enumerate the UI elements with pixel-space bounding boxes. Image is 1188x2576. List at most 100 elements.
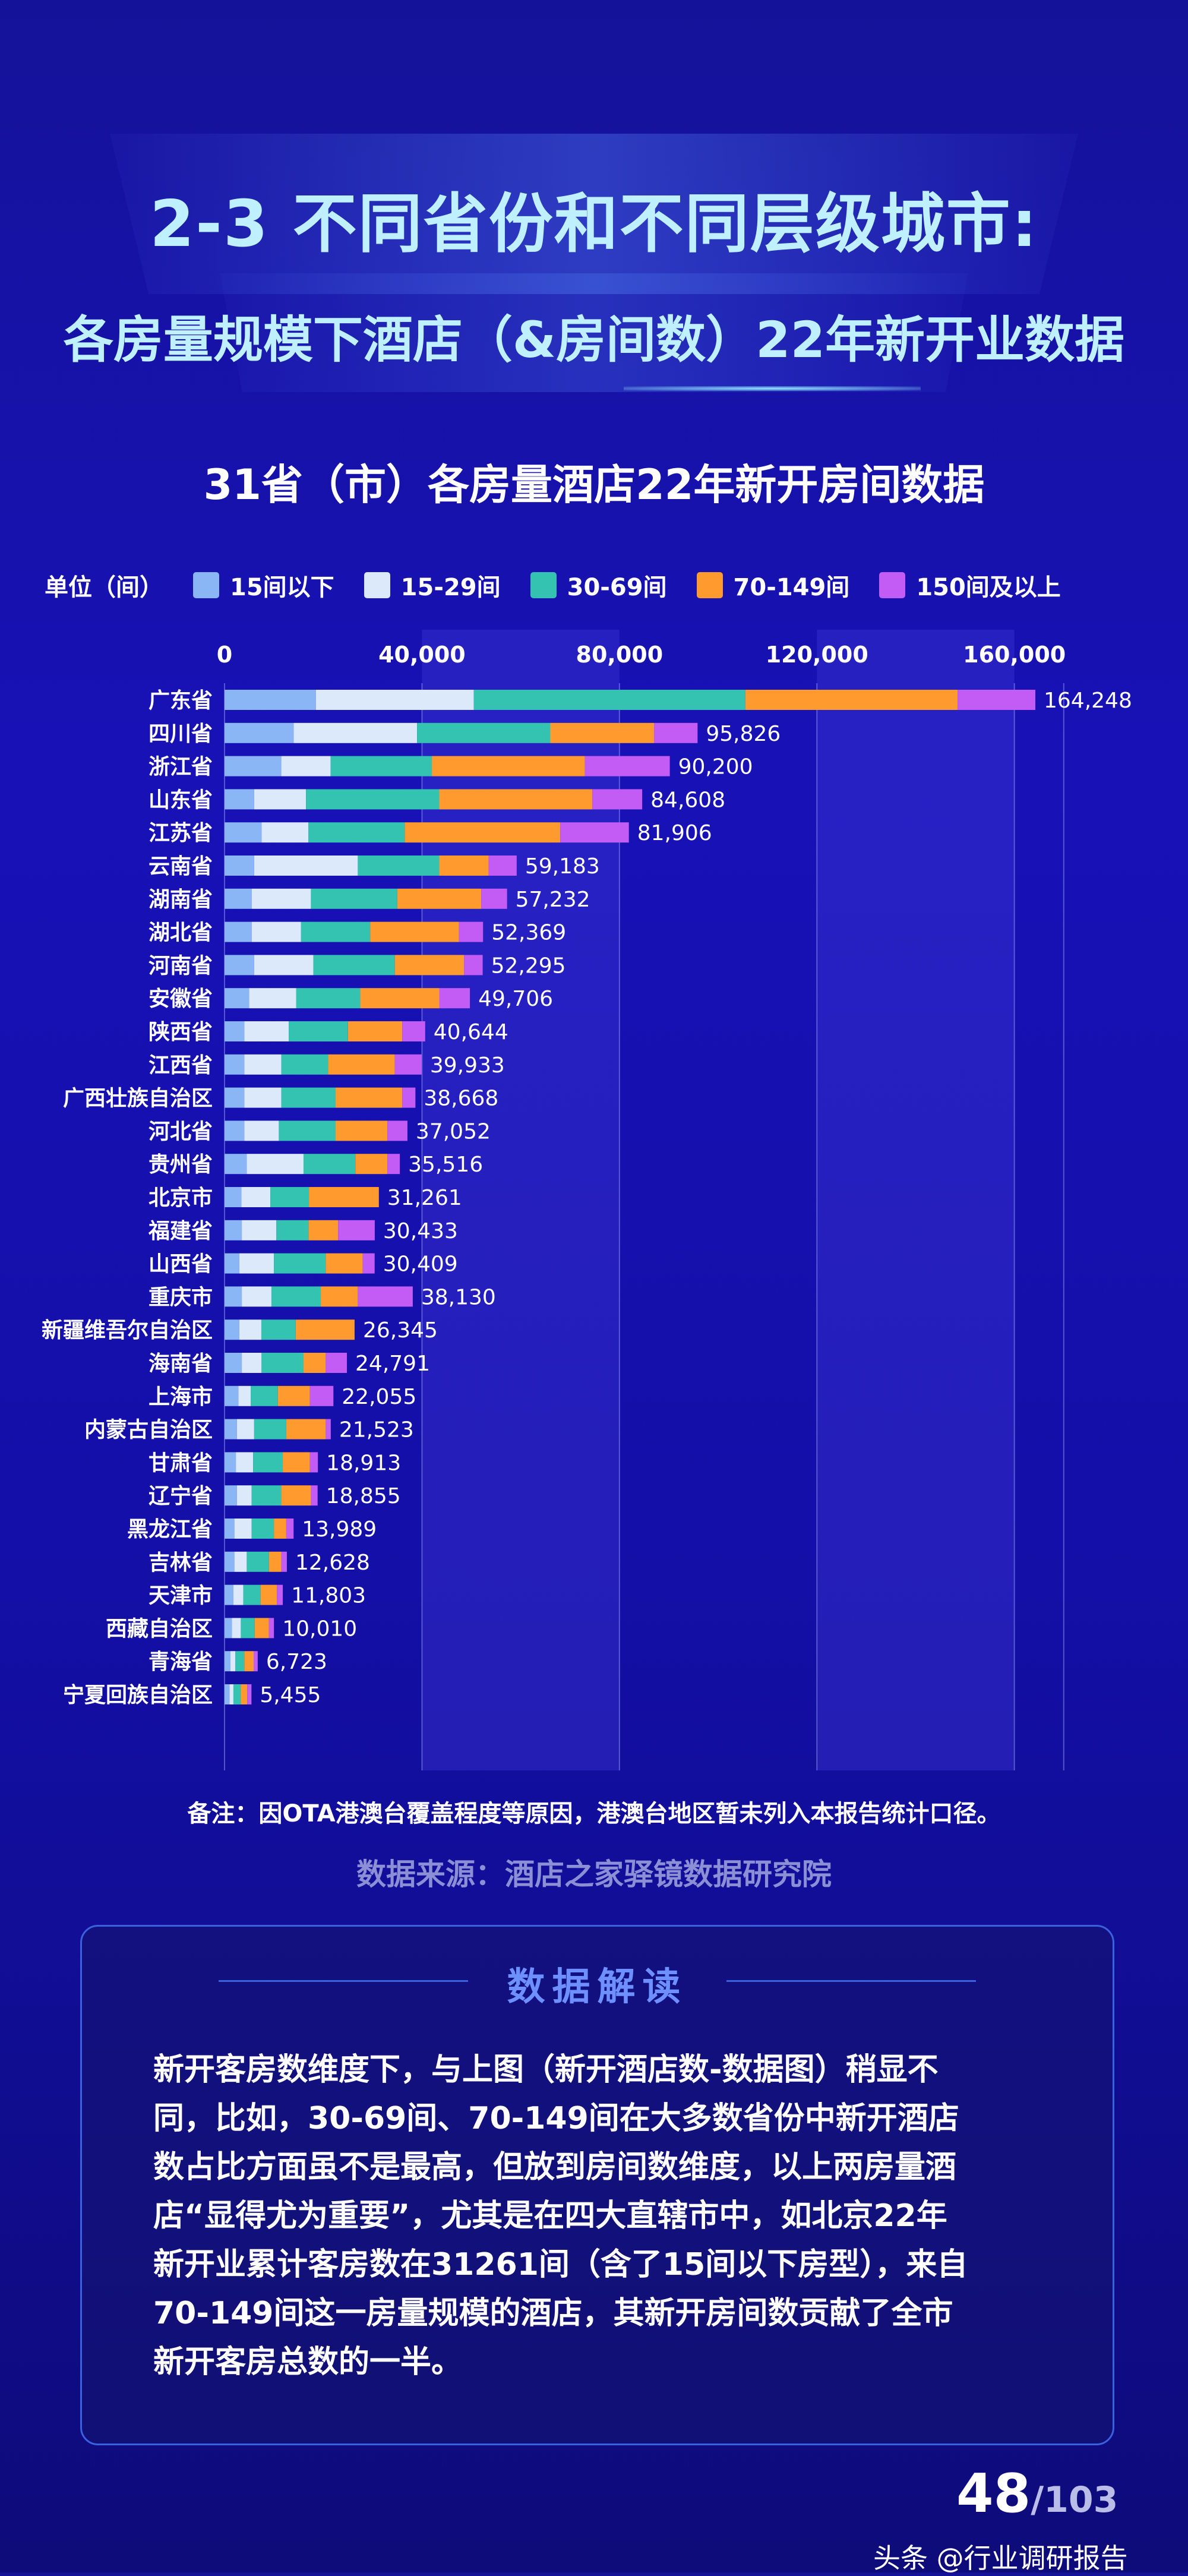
category-label: 山东省 (148, 788, 213, 812)
total-label: 21,523 (339, 1418, 414, 1442)
bar-segment (439, 855, 489, 876)
bar-segment (225, 1385, 239, 1406)
bar-segment (244, 1651, 254, 1672)
bar-segment (236, 1452, 254, 1473)
bar-segment (397, 888, 482, 909)
legend-swatch (364, 572, 390, 598)
bar-segment (242, 1353, 262, 1373)
category-label: 重庆市 (148, 1285, 213, 1309)
bar-segment (268, 1618, 274, 1639)
legend-label: 150间及以上 (916, 574, 1061, 601)
bar-segment (321, 1286, 358, 1307)
bar-segment (225, 1519, 235, 1539)
total-label: 13,989 (302, 1517, 377, 1542)
category-label: 安徽省 (148, 987, 213, 1011)
bar-segment (311, 1485, 318, 1506)
bar-segment (234, 1551, 247, 1572)
bar-segment (225, 1054, 245, 1075)
bar-segment (745, 690, 958, 710)
legend-swatch (530, 572, 557, 598)
category-label: 辽宁省 (148, 1484, 213, 1508)
bar-segment (225, 1485, 237, 1506)
category-label: 海南省 (148, 1352, 213, 1376)
bar-segment (254, 955, 314, 976)
total-label: 84,608 (650, 788, 725, 812)
bar-segment (244, 1021, 289, 1041)
grid-band (422, 630, 620, 1770)
bar-segment (225, 888, 252, 909)
bar-segment (225, 1187, 242, 1207)
bar-segment (326, 1353, 347, 1373)
bar-segment (225, 1120, 245, 1141)
x-tick-label: 80,000 (576, 642, 663, 668)
total-label: 18,855 (326, 1484, 401, 1508)
category-label: 广西壮族自治区 (63, 1087, 213, 1111)
total-label: 38,130 (421, 1285, 496, 1309)
bar-segment (279, 1120, 336, 1141)
bar-segment (253, 1452, 283, 1473)
bar-segment (241, 1187, 271, 1207)
total-label: 38,668 (424, 1087, 498, 1111)
chart-title: 31省（市）各房量酒店22年新开房间数据 (203, 460, 985, 509)
stacked-bar-chart: 0 40,000 80,000 120,000 160,000 广东省 164,248 四川省… (42, 630, 1132, 1770)
bar-segment (550, 722, 655, 743)
category-label: 湖南省 (148, 888, 213, 912)
legend-item: 15-29间 (364, 568, 501, 602)
category-label: 北京市 (148, 1185, 213, 1210)
divider (726, 1980, 976, 1982)
bar-segment (358, 1286, 413, 1307)
bar-segment (464, 955, 483, 976)
bar-segment (584, 756, 670, 776)
title-glow (624, 386, 921, 391)
bar-segment (347, 1021, 403, 1041)
bar-segment (247, 1551, 269, 1572)
bar-segment (244, 1120, 279, 1141)
legend-item: 150间及以上 (879, 568, 1061, 602)
bar-segment (315, 690, 474, 710)
insight-line: 同，比如，30-69间、70-149间在大多数省份中新开酒店 (153, 2101, 959, 2136)
page-title: 2-3 不同省份和不同层级城市: (150, 187, 1038, 261)
x-tick-label: 120,000 (766, 642, 868, 668)
bar-segment (243, 1584, 261, 1605)
bar-segment (233, 1684, 241, 1704)
bar-segment (251, 1519, 274, 1539)
bar-segment (394, 955, 465, 976)
bar-segment (251, 921, 301, 942)
bar-segment (301, 921, 371, 942)
insight-line: 店“显得尤为重要”，尤其是在四大直辖市中，如北京22年 (153, 2198, 947, 2234)
bar-segment (308, 822, 405, 843)
category-label: 黑龙江省 (127, 1517, 213, 1542)
bar-segment (261, 1319, 296, 1340)
page-current: 48 (956, 2463, 1031, 2525)
bar-segment (309, 1187, 379, 1207)
category-label: 内蒙古自治区 (84, 1418, 213, 1442)
bar-segment (370, 921, 459, 942)
bar-segment (232, 1618, 241, 1639)
page-number: 48/103 (956, 2463, 1118, 2525)
bar-segment (254, 855, 358, 876)
bar-segment (225, 789, 254, 810)
category-label: 四川省 (148, 722, 213, 746)
bar-segment (439, 988, 470, 1009)
bar-segment (405, 822, 561, 843)
bar-segment (225, 988, 249, 1009)
bar-segment (261, 1353, 304, 1373)
bar-segment (289, 1021, 348, 1041)
bar-segment (225, 1452, 236, 1473)
bar-segment (249, 988, 296, 1009)
total-label: 37,052 (416, 1119, 491, 1144)
bar-segment (387, 1154, 400, 1175)
bar-segment (274, 1253, 326, 1274)
bar-segment (481, 888, 507, 909)
bar-segment (439, 789, 593, 810)
category-label: 甘肃省 (148, 1451, 213, 1475)
bar-segment (313, 955, 395, 976)
category-label: 湖北省 (148, 921, 213, 945)
bar-segment (276, 1220, 309, 1240)
credit-watermark: 头条 @行业调研报告 (873, 2542, 1128, 2574)
legend-label: 15间以下 (230, 574, 334, 601)
total-label: 26,345 (363, 1318, 438, 1343)
bar-segment (286, 1519, 294, 1539)
bar-segment (225, 1154, 247, 1175)
bar-segment (270, 1187, 309, 1207)
